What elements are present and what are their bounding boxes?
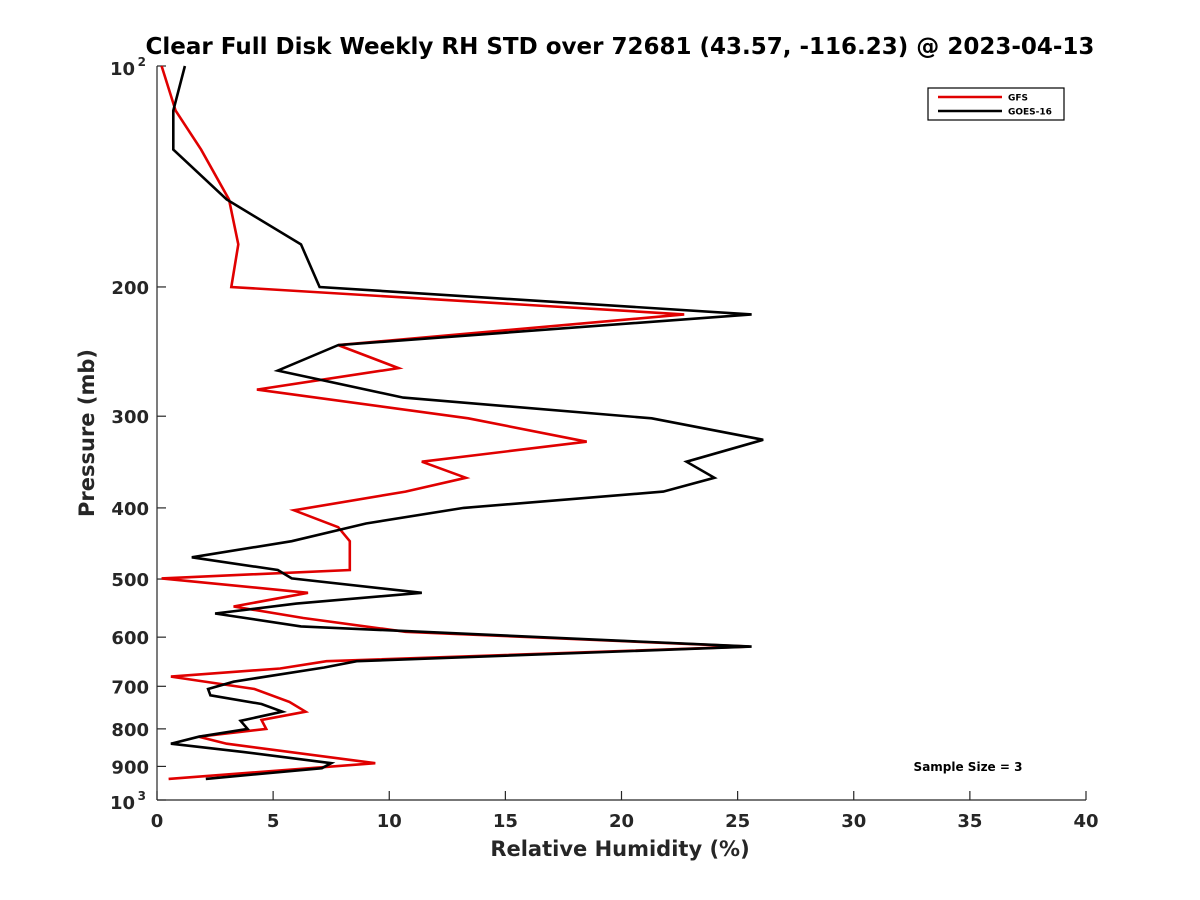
x-tick-label: 25 — [725, 811, 750, 832]
y-tick-label: 500 — [111, 570, 149, 591]
legend-label: GFS — [1008, 94, 1028, 104]
chart-title: Clear Full Disk Weekly RH STD over 72681… — [146, 34, 1095, 60]
y-tick-label: 700 — [111, 677, 149, 698]
x-tick-label: 35 — [957, 811, 982, 832]
y-tick-label: 900 — [111, 757, 149, 778]
series-line-gfs — [160, 65, 750, 781]
y-tick-label: 300 — [111, 407, 149, 428]
legend-box — [927, 87, 1065, 121]
x-tick-label: 0 — [151, 811, 164, 832]
x-tick-label: 20 — [609, 811, 634, 832]
x-axis-ticks: 0 5 10 15 20 25 30 35 40 — [151, 791, 1099, 832]
y-tick-exponent: 3 — [138, 789, 146, 803]
y-tick-label: 10 — [110, 59, 135, 80]
legend-label: GOES-16 — [1008, 108, 1052, 118]
data-series — [160, 65, 764, 781]
y-tick-exponent: 2 — [138, 55, 146, 69]
sample-size-annotation: Sample Size = 3 — [914, 760, 1023, 774]
x-tick-label: 30 — [841, 811, 866, 832]
y-tick-label: 600 — [111, 628, 149, 649]
series-line-goes-16 — [170, 65, 764, 781]
y-tick-label: 800 — [111, 720, 149, 741]
y-tick-label: 400 — [111, 499, 149, 520]
x-tick-label: 10 — [377, 811, 402, 832]
x-axis-label: Relative Humidity (%) — [490, 837, 749, 861]
legend: GFS GOES-16 — [927, 87, 1065, 121]
y-tick-label: 200 — [111, 278, 149, 299]
y-axis-label: Pressure (mb) — [75, 349, 99, 517]
x-tick-label: 5 — [267, 811, 280, 832]
x-tick-label: 15 — [493, 811, 518, 832]
x-tick-label: 40 — [1073, 811, 1098, 832]
y-tick-label: 10 — [110, 793, 135, 814]
